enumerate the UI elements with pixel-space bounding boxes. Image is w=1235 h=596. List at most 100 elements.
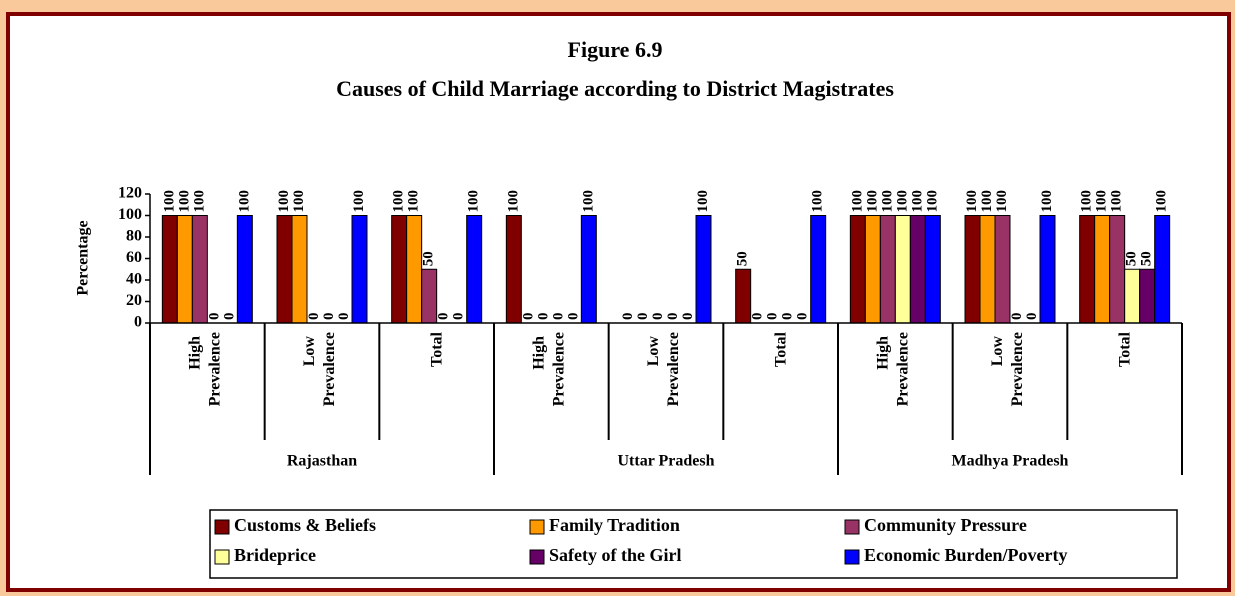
data-label: 0 <box>535 313 551 321</box>
data-label: 100 <box>810 190 826 213</box>
data-label: 50 <box>421 251 437 266</box>
data-label: 100 <box>964 190 980 213</box>
y-tick-label: 100 <box>118 206 142 223</box>
data-label: 0 <box>795 313 811 321</box>
bar <box>695 215 712 324</box>
bar <box>879 215 896 324</box>
bar <box>924 215 941 324</box>
x-tick-label: Total <box>429 331 446 367</box>
x-group-label: Madhya Pradesh <box>952 453 1069 470</box>
data-label: 0 <box>765 313 781 321</box>
data-label: 0 <box>780 313 796 321</box>
bar <box>1079 215 1096 324</box>
x-tick-label: Low Prevalence <box>301 332 338 406</box>
data-label: 100 <box>236 190 252 212</box>
x-tick-label: Total <box>773 331 790 367</box>
x-group-label: Rajasthan <box>287 453 357 470</box>
legend-swatch <box>214 549 230 565</box>
data-label: 100 <box>1039 190 1055 213</box>
data-label: 100 <box>1109 190 1125 213</box>
data-label: 100 <box>695 190 711 213</box>
data-label: 0 <box>635 313 651 321</box>
y-tick-label: 0 <box>134 314 142 331</box>
data-label: 100 <box>505 190 521 213</box>
data-label: 0 <box>550 313 566 321</box>
legend-swatch <box>844 549 860 565</box>
legend-swatch <box>844 519 860 535</box>
bar <box>391 215 408 324</box>
legend-label: Brideprice <box>234 545 316 565</box>
bar <box>421 268 438 324</box>
bar <box>161 215 178 324</box>
x-tick-label: High Prevalence <box>530 332 567 406</box>
data-label: 0 <box>680 313 696 321</box>
data-label: 100 <box>1094 190 1110 213</box>
data-label: 100 <box>994 190 1010 213</box>
bar <box>1154 215 1171 324</box>
data-label: 0 <box>306 313 322 321</box>
legend-label: Safety of the Girl <box>549 545 681 565</box>
data-label: 0 <box>206 313 222 321</box>
data-label: 100 <box>176 190 192 213</box>
bar <box>351 215 368 324</box>
legend-label: Economic Burden/Poverty <box>864 545 1067 565</box>
legend-label: Family Tradition <box>549 515 680 535</box>
data-label: 50 <box>735 251 751 266</box>
legend-swatch <box>529 519 545 535</box>
data-label: 100 <box>1079 190 1095 213</box>
y-tick-label: 60 <box>126 249 142 266</box>
chart-subtitle: Causes of Child Marriage according to Di… <box>336 76 894 101</box>
bar <box>979 215 996 324</box>
bar <box>406 215 423 324</box>
bar <box>994 215 1011 324</box>
x-tick-label: Total <box>1117 331 1134 367</box>
data-label: 0 <box>650 313 666 321</box>
bar <box>735 268 752 324</box>
bar <box>849 215 866 324</box>
y-axis-label: Percentage <box>75 220 92 295</box>
data-label: 0 <box>321 313 337 321</box>
bar <box>810 215 827 324</box>
x-tick-label: Low Prevalence <box>645 332 682 406</box>
x-tick-label: Low Prevalence <box>989 332 1026 406</box>
bar <box>580 215 597 324</box>
bar <box>1124 268 1141 324</box>
data-label: 100 <box>406 190 422 213</box>
data-label: 50 <box>1139 251 1155 266</box>
bar <box>466 215 483 324</box>
data-label: 100 <box>466 190 482 213</box>
data-label: 100 <box>276 190 292 213</box>
data-label: 0 <box>665 313 681 321</box>
y-tick-label: 120 <box>118 185 142 202</box>
x-tick-label: High Prevalence <box>874 332 911 406</box>
x-tick-label: High Prevalence <box>186 332 223 406</box>
bar <box>864 215 881 324</box>
bar <box>191 215 208 324</box>
data-label: 0 <box>336 313 352 321</box>
data-label: 100 <box>391 190 407 213</box>
bar <box>964 215 981 324</box>
bar <box>176 215 193 324</box>
data-label: 100 <box>1154 190 1170 213</box>
panel <box>6 12 1231 592</box>
bar <box>1039 215 1056 324</box>
data-label: 100 <box>291 190 307 213</box>
bar <box>291 215 308 324</box>
chart-title: Figure 6.9 <box>568 37 663 62</box>
data-label: 0 <box>1009 313 1025 321</box>
bar <box>505 215 522 324</box>
data-label: 100 <box>864 190 880 213</box>
data-label: 100 <box>849 190 865 213</box>
data-label: 100 <box>580 190 596 213</box>
legend-label: Customs & Beliefs <box>234 515 376 535</box>
data-label: 100 <box>161 190 177 213</box>
data-label: 100 <box>909 190 925 213</box>
bar <box>909 215 926 324</box>
data-label: 0 <box>221 313 237 321</box>
bar <box>1094 215 1111 324</box>
data-label: 0 <box>1024 313 1040 321</box>
bar <box>1139 268 1156 324</box>
y-tick-label: 40 <box>126 271 142 288</box>
data-label: 0 <box>750 313 766 321</box>
